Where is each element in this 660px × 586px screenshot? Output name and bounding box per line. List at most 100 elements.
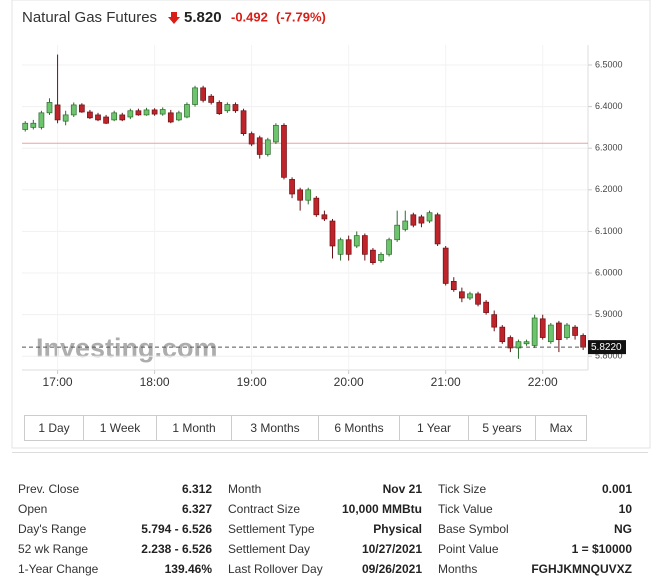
range-button[interactable]: Max	[549, 421, 573, 435]
stat-value: Physical	[373, 522, 422, 536]
candle-body	[329, 220, 336, 247]
stat-value: 0.001	[601, 482, 632, 496]
candle-body	[22, 122, 29, 130]
candle-body	[216, 102, 223, 115]
x-tick-label: 19:00	[237, 375, 267, 389]
candle-body	[378, 253, 384, 261]
stat-value: FGHJKMNQUVXZ	[531, 562, 632, 576]
candle-body	[38, 112, 45, 128]
candle-body	[111, 112, 118, 121]
stats-column: Month Nov 21 Contract Size 10,000 MMBtu Sett…	[228, 479, 422, 579]
range-button[interactable]: 1 Month	[157, 416, 232, 440]
stat-label: Last Rollover Day	[228, 562, 323, 576]
candle-body	[523, 341, 530, 345]
candle-body	[127, 110, 134, 118]
stats-row: Tick Value 10	[438, 499, 632, 519]
candle-body	[475, 293, 481, 305]
title: Natural Gas Futures	[22, 9, 157, 26]
candle-body	[386, 239, 392, 255]
candle-body	[442, 247, 449, 284]
candle-body	[491, 314, 498, 328]
stats-table: Prev. Close 6.312 Open 6.327 Day's Range 5.79…	[12, 452, 648, 579]
stat-value: 139.46%	[164, 562, 212, 576]
candle-body	[402, 220, 409, 230]
candle-body	[184, 104, 190, 118]
chart-frame	[11, 0, 651, 449]
candle-body	[370, 249, 376, 263]
candle-body	[232, 104, 239, 112]
candle-body	[539, 318, 546, 338]
candle-body	[240, 110, 247, 134]
stat-label: Contract Size	[228, 502, 301, 516]
change-percent: (-7.79%)	[276, 9, 326, 24]
stat-value: 10/27/2021	[361, 542, 422, 556]
candle-body	[507, 337, 514, 349]
stats-row: Point Value 1 = $10000	[438, 539, 632, 559]
y-tick-label: 6.1000	[595, 226, 623, 236]
candle-body	[572, 326, 578, 336]
stats-row: 1-Year Change 139.46%	[18, 559, 212, 579]
range-button[interactable]: 3 Months	[232, 416, 319, 440]
range-button[interactable]: 6 Months	[319, 416, 400, 440]
candle-body	[531, 317, 538, 346]
range-button[interactable]: 1 Day	[25, 416, 84, 440]
stats-row: Open 6.327	[18, 499, 212, 519]
x-tick-label: 17:00	[43, 375, 73, 389]
candle-body	[289, 179, 295, 195]
stat-label: Prev. Close	[18, 482, 80, 496]
candle-body	[224, 104, 231, 112]
stats-row: Month Nov 21	[228, 479, 422, 499]
y-tick-label: 6.3000	[595, 143, 623, 153]
y-tick-label: 5.8000	[595, 351, 623, 361]
stats-row: Day's Range 5.794 - 6.526	[18, 519, 212, 539]
candle-body	[264, 139, 271, 155]
y-tick-label: 5.9000	[595, 309, 623, 319]
y-tick-label: 6.5000	[595, 59, 623, 69]
candle-body	[394, 224, 401, 241]
range-button[interactable]: 1 Year	[400, 416, 469, 440]
candle-body	[337, 239, 344, 255]
stats-row: Contract Size 10,000 MMBtu	[228, 499, 422, 519]
candle-body	[200, 87, 206, 101]
candle-body	[95, 114, 101, 121]
price: 5.820	[184, 9, 222, 26]
range-button[interactable]: 5 years	[469, 416, 536, 440]
candle-body	[281, 124, 287, 178]
stat-value: Nov 21	[382, 482, 422, 496]
stats-row: Prev. Close 6.312	[18, 479, 212, 499]
candle-body	[62, 114, 69, 122]
stat-label: Open	[18, 502, 48, 516]
stat-label: Tick Value	[438, 502, 493, 516]
candle-body	[78, 104, 85, 113]
stat-label: Settlement Day	[228, 542, 311, 556]
candle-body	[30, 122, 37, 128]
candle-body	[499, 326, 506, 343]
candle-body	[54, 104, 61, 121]
stats-row: Tick Size 0.001	[438, 479, 632, 499]
candle-body	[515, 341, 522, 349]
candle-body	[467, 293, 473, 299]
change: -0.492	[231, 9, 268, 24]
stat-label: Base Symbol	[438, 522, 509, 536]
stats-row: 52 wk Range 2.238 - 6.526	[18, 539, 212, 559]
candle-body	[459, 291, 465, 299]
candle-body	[418, 216, 425, 224]
y-tick-label: 6.0000	[595, 267, 623, 277]
watermark: Investing.com	[36, 333, 218, 363]
candle-body	[46, 102, 53, 114]
stat-value: 09/26/2021	[361, 562, 422, 576]
candle-body	[313, 197, 320, 216]
candle-body	[176, 112, 182, 121]
stat-label: Point Value	[438, 542, 499, 556]
stats-row: Settlement Type Physical	[228, 519, 422, 539]
candle-body	[208, 95, 215, 103]
range-button[interactable]: 1 Week	[84, 416, 157, 440]
candle-body	[410, 214, 417, 226]
stat-label: Month	[228, 482, 262, 496]
range-buttons: 1 Day 1 Week 1 Month 3 Months 6 Months 1 Year…	[24, 415, 587, 441]
stat-label: Settlement Type	[228, 522, 315, 536]
stats-row: Settlement Day 10/27/2021	[228, 539, 422, 559]
x-tick-label: 22:00	[528, 375, 558, 389]
stat-value: 2.238 - 6.526	[141, 542, 212, 556]
candle-body	[159, 109, 166, 115]
